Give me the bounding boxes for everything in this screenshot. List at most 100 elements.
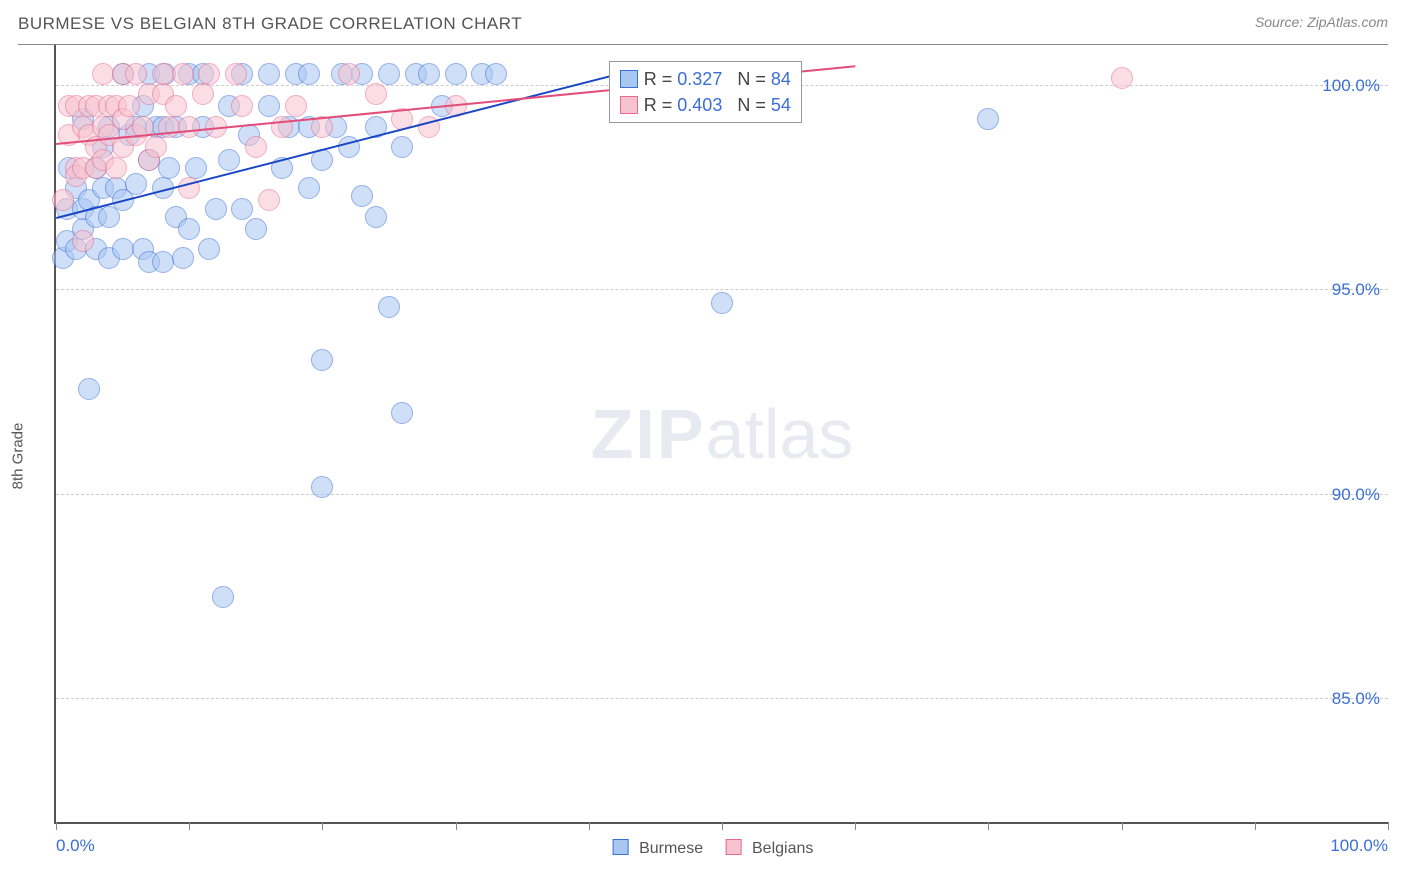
- data-point: [245, 218, 267, 240]
- data-point: [311, 476, 333, 498]
- data-point: [178, 218, 200, 240]
- chart-header: BURMESE VS BELGIAN 8TH GRADE CORRELATION…: [0, 0, 1406, 44]
- data-point: [298, 63, 320, 85]
- plot-area: ZIPatlas Burmese Belgians 85.0%90.0%95.0…: [54, 45, 1388, 824]
- data-point: [212, 586, 234, 608]
- y-tick-label: 90.0%: [1332, 485, 1380, 505]
- legend-n-value: 54: [771, 95, 791, 115]
- chart-title: BURMESE VS BELGIAN 8TH GRADE CORRELATION…: [18, 14, 522, 33]
- x-tick: [1388, 822, 1389, 830]
- data-point: [418, 63, 440, 85]
- data-point: [118, 95, 140, 117]
- data-point: [152, 63, 174, 85]
- legend-r-label: R =: [644, 95, 678, 115]
- data-point: [78, 378, 100, 400]
- legend-box: R = 0.327 N = 84R = 0.403 N = 54: [609, 61, 802, 123]
- data-point: [298, 177, 320, 199]
- data-point: [711, 292, 733, 314]
- data-point: [145, 136, 167, 158]
- y-tick-label: 100.0%: [1322, 76, 1380, 96]
- x-tick: [189, 822, 190, 830]
- data-point: [231, 198, 253, 220]
- data-point: [165, 95, 187, 117]
- data-point: [112, 238, 134, 260]
- x-tick: [722, 822, 723, 830]
- y-axis-label: 8th Grade: [10, 422, 27, 489]
- data-point: [445, 63, 467, 85]
- legend-swatch: [620, 96, 638, 114]
- data-point: [72, 230, 94, 252]
- data-point: [218, 149, 240, 171]
- x-tick: [589, 822, 590, 830]
- data-point: [365, 206, 387, 228]
- legend-r-value: 0.403: [677, 95, 722, 115]
- legend-series-label: Belgians: [748, 840, 814, 857]
- x-tick: [1255, 822, 1256, 830]
- data-point: [198, 238, 220, 260]
- x-tick: [988, 822, 989, 830]
- legend-swatch: [613, 839, 629, 855]
- data-point: [245, 136, 267, 158]
- gridline: [56, 289, 1388, 290]
- data-point: [258, 189, 280, 211]
- data-point: [391, 402, 413, 424]
- data-point: [125, 63, 147, 85]
- data-point: [258, 95, 280, 117]
- data-point: [1111, 67, 1133, 89]
- data-point: [125, 173, 147, 195]
- legend-series-label: Burmese: [635, 840, 708, 857]
- legend-bottom: Burmese Belgians: [613, 839, 832, 858]
- data-point: [158, 157, 180, 179]
- x-tick: [56, 822, 57, 830]
- data-point: [192, 83, 214, 105]
- gridline: [56, 494, 1388, 495]
- data-point: [185, 157, 207, 179]
- x-tick: [456, 822, 457, 830]
- data-point: [92, 63, 114, 85]
- data-point: [311, 349, 333, 371]
- data-point: [271, 116, 293, 138]
- legend-n-value: 84: [771, 69, 791, 89]
- y-tick-label: 95.0%: [1332, 280, 1380, 300]
- data-point: [231, 95, 253, 117]
- data-point: [258, 63, 280, 85]
- data-point: [338, 63, 360, 85]
- legend-row: R = 0.403 N = 54: [620, 92, 791, 118]
- data-point: [52, 189, 74, 211]
- data-point: [485, 63, 507, 85]
- x-tick-label: 0.0%: [56, 836, 95, 856]
- legend-r-value: 0.327: [677, 69, 722, 89]
- data-point: [285, 95, 307, 117]
- data-point: [378, 296, 400, 318]
- gridline: [56, 698, 1388, 699]
- data-point: [172, 63, 194, 85]
- data-point: [378, 63, 400, 85]
- data-point: [205, 198, 227, 220]
- watermark-atlas: atlas: [706, 395, 854, 473]
- data-point: [391, 136, 413, 158]
- chart-source: Source: ZipAtlas.com: [1255, 14, 1388, 30]
- data-point: [178, 116, 200, 138]
- data-point: [351, 185, 373, 207]
- x-tick-label: 100.0%: [1330, 836, 1388, 856]
- legend-r-label: R =: [644, 69, 678, 89]
- x-tick: [855, 822, 856, 830]
- watermark: ZIPatlas: [591, 394, 854, 474]
- x-tick: [322, 822, 323, 830]
- data-point: [365, 83, 387, 105]
- data-point: [105, 157, 127, 179]
- data-point: [225, 63, 247, 85]
- plot-outer: 8th Grade ZIPatlas Burmese Belgians 85.0…: [18, 44, 1388, 866]
- watermark-zip: ZIP: [591, 395, 706, 473]
- legend-row: R = 0.327 N = 84: [620, 66, 791, 92]
- legend-n-label: N =: [722, 69, 771, 89]
- data-point: [172, 247, 194, 269]
- data-point: [977, 108, 999, 130]
- legend-n-label: N =: [722, 95, 771, 115]
- y-tick-label: 85.0%: [1332, 689, 1380, 709]
- legend-swatch: [620, 70, 638, 88]
- data-point: [198, 63, 220, 85]
- legend-swatch: [726, 839, 742, 855]
- data-point: [152, 251, 174, 273]
- x-tick: [1122, 822, 1123, 830]
